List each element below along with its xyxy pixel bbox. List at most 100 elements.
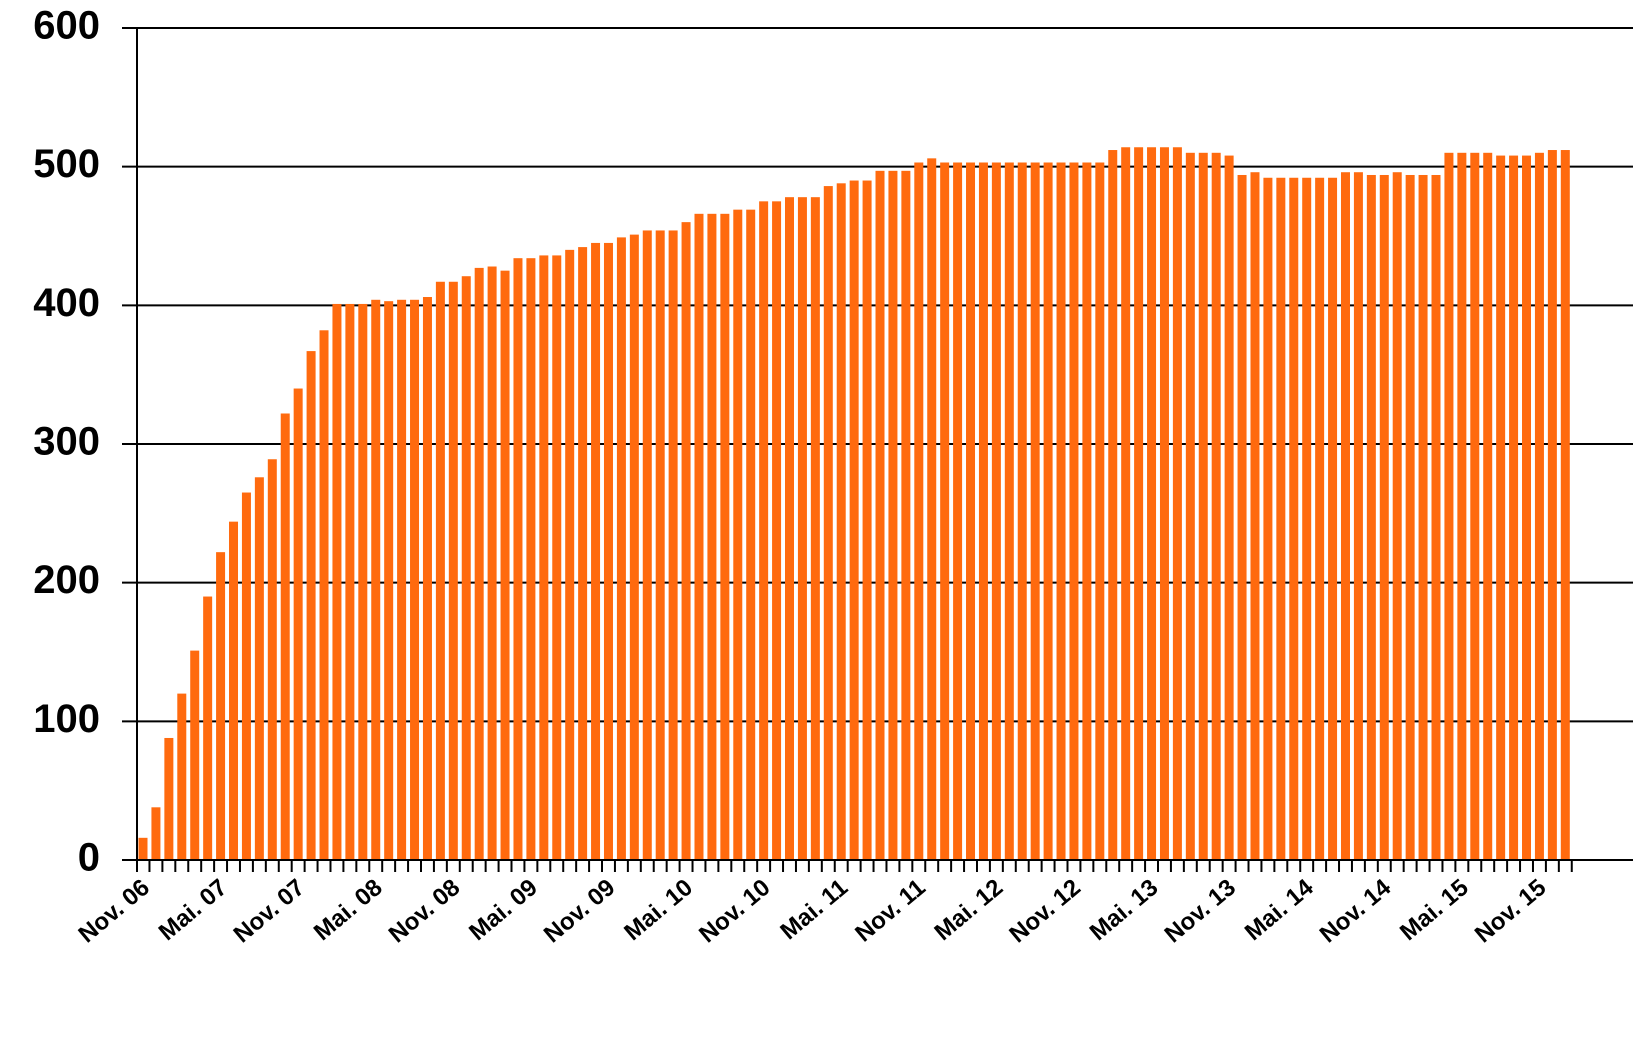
x-tick-label: Nov. 12 [1004, 874, 1085, 948]
bar [759, 201, 769, 861]
bar [293, 388, 303, 860]
bar [1224, 155, 1234, 860]
bar [875, 170, 885, 860]
x-tick-label: Nov. 06 [73, 874, 154, 948]
bar [1444, 152, 1454, 861]
bar [422, 297, 432, 861]
bar [629, 234, 639, 860]
x-tick-label: Nov. 08 [384, 874, 465, 948]
bar [746, 209, 756, 861]
bar [1108, 150, 1118, 860]
bar [1431, 174, 1441, 860]
bar [1237, 174, 1247, 860]
x-tick-label: Mai. 14 [1240, 873, 1319, 946]
bar [461, 276, 471, 860]
bar [216, 552, 226, 860]
bar [345, 303, 355, 860]
bar [707, 213, 717, 860]
bar [733, 209, 743, 861]
bar [642, 230, 652, 860]
bar [1004, 162, 1014, 861]
y-tick-label: 400 [33, 281, 100, 325]
bar [190, 650, 200, 860]
bar [1069, 162, 1079, 861]
bar [1315, 177, 1325, 860]
bar [1509, 155, 1519, 860]
bar [254, 477, 264, 860]
bar [229, 521, 239, 860]
bar [862, 180, 872, 861]
bar [1211, 152, 1221, 861]
bar [410, 299, 420, 861]
x-tick-label: Mai. 11 [775, 874, 853, 945]
bar [1405, 174, 1415, 860]
bar [241, 492, 251, 860]
bar [1366, 174, 1376, 860]
bar [1560, 150, 1570, 860]
x-tick-label: Nov. 15 [1470, 874, 1551, 948]
bar [720, 213, 730, 860]
bar [1159, 147, 1169, 861]
bar [681, 222, 691, 861]
bar [500, 270, 510, 861]
x-tick-label: Nov. 10 [694, 874, 775, 948]
bar [151, 807, 161, 860]
bar [1353, 172, 1363, 861]
bar [1302, 177, 1312, 860]
bar [940, 162, 950, 861]
bar [539, 255, 549, 860]
bar [384, 301, 394, 860]
bar [1263, 177, 1273, 860]
bar [267, 459, 277, 860]
x-tick-label: Mai. 13 [1085, 874, 1164, 946]
bar [1392, 172, 1402, 861]
x-tick-label: Nov. 14 [1315, 873, 1397, 948]
bar [616, 237, 626, 861]
bar [1172, 147, 1182, 861]
bar [1043, 162, 1053, 861]
bar [319, 330, 329, 860]
bar [785, 197, 794, 860]
bar [1534, 152, 1544, 861]
bar [1056, 162, 1066, 861]
bar [927, 158, 937, 860]
y-tick-label: 100 [33, 697, 100, 741]
bar [448, 281, 458, 860]
x-tick-label: Nov. 13 [1160, 874, 1241, 948]
y-tick-label: 600 [33, 4, 100, 48]
bar [397, 299, 407, 861]
bar [1289, 177, 1299, 860]
y-tick-label: 300 [33, 420, 100, 464]
bar [280, 413, 290, 860]
bar [1095, 162, 1105, 861]
x-tick-label: Mai. 12 [930, 874, 1009, 946]
bar [991, 162, 1001, 861]
y-tick-label: 200 [33, 558, 100, 602]
bar [772, 201, 782, 861]
bar [823, 186, 833, 860]
bar [1328, 177, 1338, 860]
bar [1198, 152, 1208, 861]
bar [849, 180, 859, 861]
bar [358, 303, 368, 860]
bar [1185, 152, 1195, 861]
x-tick-label: Nov. 09 [539, 874, 620, 948]
bar [603, 242, 613, 860]
x-tick-label: Mai. 09 [464, 874, 543, 946]
bar [1340, 172, 1350, 861]
bar [694, 213, 704, 860]
bar [810, 197, 820, 860]
bar [836, 183, 846, 861]
bar [1276, 177, 1286, 860]
bar [578, 247, 588, 861]
bar [668, 230, 678, 860]
bar [1418, 174, 1428, 860]
bar [1547, 150, 1557, 860]
bar [513, 258, 523, 861]
bar [565, 249, 575, 860]
bar [1379, 174, 1389, 860]
bar [655, 230, 665, 860]
bar [797, 197, 807, 860]
y-tick-label: 500 [33, 142, 100, 186]
